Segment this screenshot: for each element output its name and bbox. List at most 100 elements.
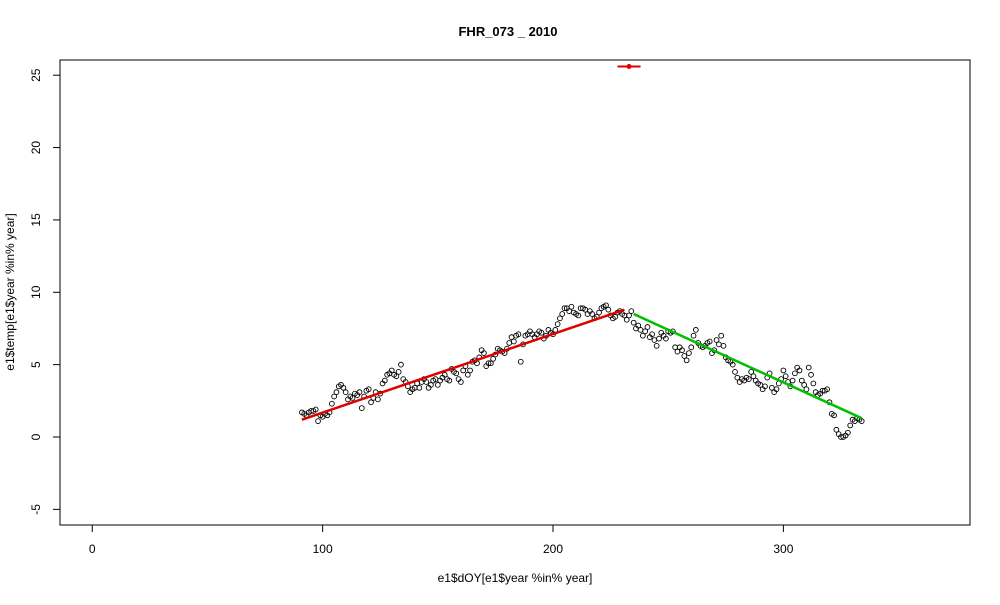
data-point bbox=[487, 360, 494, 367]
data-point bbox=[596, 309, 602, 316]
data-point bbox=[398, 361, 404, 368]
data-point bbox=[679, 347, 685, 354]
data-point bbox=[718, 332, 725, 339]
y-tick-label: 0 bbox=[29, 433, 43, 440]
data-point bbox=[441, 371, 448, 378]
data-point bbox=[423, 379, 430, 385]
data-point bbox=[575, 312, 582, 319]
data-point bbox=[824, 386, 831, 393]
data-point bbox=[589, 311, 596, 317]
data-point bbox=[312, 406, 319, 413]
x-tick-label: 0 bbox=[89, 542, 96, 556]
data-point bbox=[623, 316, 630, 323]
data-point bbox=[845, 429, 851, 436]
data-point bbox=[782, 373, 789, 380]
data-point bbox=[356, 389, 363, 395]
data-point bbox=[393, 373, 400, 380]
data-point bbox=[481, 350, 487, 356]
data-point bbox=[773, 386, 780, 393]
data-point bbox=[453, 370, 460, 377]
data-point bbox=[748, 369, 754, 375]
chart-title: FHR_073 _ 2010 bbox=[458, 24, 557, 39]
data-point bbox=[635, 322, 642, 329]
data-point bbox=[792, 370, 798, 377]
data-point bbox=[656, 335, 662, 342]
data-point bbox=[808, 371, 814, 378]
data-point bbox=[605, 306, 612, 313]
data-point bbox=[358, 405, 365, 411]
data-point bbox=[568, 303, 575, 310]
data-point bbox=[640, 332, 646, 339]
data-point bbox=[805, 364, 812, 371]
data-point bbox=[810, 380, 817, 387]
marker-point bbox=[626, 64, 632, 70]
y-tick-label: 15 bbox=[29, 213, 43, 227]
data-point bbox=[388, 367, 395, 374]
data-point bbox=[612, 314, 619, 320]
data-point bbox=[663, 335, 669, 342]
data-point bbox=[681, 353, 688, 359]
data-point bbox=[750, 373, 757, 380]
regression-line bbox=[301, 308, 625, 421]
data-point bbox=[831, 412, 837, 419]
data-point bbox=[847, 422, 854, 429]
x-tick-label: 200 bbox=[543, 542, 563, 556]
regression-line bbox=[633, 312, 863, 420]
data-point bbox=[485, 360, 492, 367]
data-point bbox=[375, 396, 381, 403]
y-tick-label: 5 bbox=[29, 361, 43, 368]
data-point bbox=[653, 342, 660, 349]
data-point bbox=[460, 367, 467, 374]
data-point bbox=[538, 329, 545, 336]
data-point bbox=[692, 327, 699, 333]
data-point bbox=[559, 311, 566, 317]
data-point bbox=[340, 384, 347, 391]
data-point bbox=[720, 342, 727, 349]
data-point bbox=[801, 382, 807, 388]
data-point bbox=[683, 357, 690, 364]
x-tick-label: 300 bbox=[773, 542, 793, 556]
data-point bbox=[688, 344, 695, 351]
y-axis-label: e1$temp[e1$year %in% year] bbox=[3, 213, 17, 370]
data-point bbox=[603, 302, 609, 309]
data-point bbox=[467, 367, 473, 374]
data-point bbox=[706, 338, 713, 345]
data-point bbox=[858, 418, 865, 424]
data-point bbox=[342, 389, 349, 395]
data-point bbox=[434, 382, 441, 388]
data-point bbox=[517, 358, 524, 365]
data-point bbox=[328, 400, 335, 407]
data-point bbox=[686, 350, 692, 356]
y-tick-label: 10 bbox=[29, 285, 43, 299]
data-point bbox=[554, 321, 561, 327]
data-point bbox=[789, 377, 796, 384]
data-point bbox=[690, 332, 697, 339]
y-tick-label: 20 bbox=[29, 141, 43, 155]
y-tick-label: -5 bbox=[29, 504, 43, 515]
data-point bbox=[561, 305, 568, 312]
data-point bbox=[381, 377, 388, 384]
data-point bbox=[315, 418, 321, 424]
data-point bbox=[626, 312, 632, 319]
data-point bbox=[713, 337, 720, 343]
data-point bbox=[729, 361, 736, 368]
x-axis-label: e1$dOY[e1$year %in% year] bbox=[438, 571, 593, 585]
data-point bbox=[490, 356, 496, 362]
data-point bbox=[464, 371, 471, 378]
data-point bbox=[458, 379, 464, 385]
data-point bbox=[395, 369, 402, 375]
data-point bbox=[644, 324, 651, 330]
y-tick-label: 25 bbox=[29, 68, 43, 82]
data-point bbox=[642, 328, 649, 335]
data-point bbox=[798, 377, 805, 384]
data-point bbox=[557, 315, 563, 322]
data-point bbox=[515, 331, 522, 338]
data-point bbox=[331, 393, 338, 400]
data-point bbox=[796, 367, 803, 374]
data-point bbox=[745, 376, 752, 382]
data-point bbox=[833, 426, 840, 433]
data-point bbox=[365, 386, 372, 393]
data-point bbox=[732, 369, 738, 375]
